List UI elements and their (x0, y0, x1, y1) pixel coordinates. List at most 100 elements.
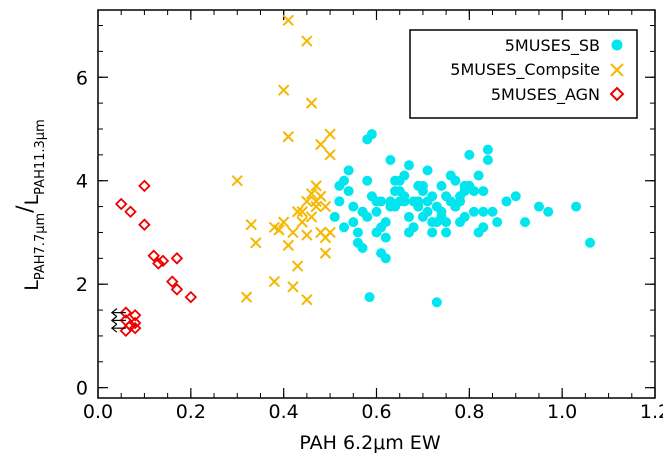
x-tick-label: 0.4 (269, 401, 299, 423)
data-point (482, 155, 493, 166)
legend-marker-composite (610, 63, 624, 77)
data-point (436, 180, 447, 191)
data-point (324, 128, 336, 140)
data-point (394, 196, 405, 207)
data-point (296, 216, 308, 228)
data-point (403, 160, 414, 171)
data-point (533, 201, 544, 212)
data-point (450, 175, 461, 186)
y-label-slash: / (13, 205, 38, 213)
data-point (357, 206, 368, 217)
data-point (319, 231, 332, 244)
data-point (459, 186, 470, 197)
data-point (348, 217, 359, 228)
data-point (296, 206, 308, 218)
data-point (441, 217, 452, 228)
data-point (124, 205, 137, 219)
data-point (413, 196, 424, 207)
data-point (282, 14, 295, 27)
data-point (156, 254, 170, 268)
legend-label-composite: 5MUSES_Compsite (450, 60, 600, 80)
y-tick-label: 2 (76, 274, 88, 296)
y-tick-label: 0 (76, 378, 88, 400)
data-point (380, 253, 391, 264)
data-point (352, 227, 363, 238)
data-point (478, 186, 489, 197)
data-point (371, 227, 382, 238)
data-point (445, 196, 456, 207)
data-point (403, 227, 414, 238)
data-point (291, 260, 304, 272)
data-point (473, 170, 484, 181)
data-point (339, 222, 350, 233)
data-point (492, 217, 503, 228)
data-point (487, 206, 498, 217)
data-point (343, 165, 354, 176)
y-axis-label: LPAH7.7μm/LPAH11.3μm (13, 119, 48, 290)
data-point (170, 283, 184, 296)
data-point (510, 191, 521, 202)
data-point (273, 224, 285, 236)
data-point (380, 217, 391, 228)
legend-label-agn: 5MUSES_AGN (491, 85, 600, 105)
data-point (431, 201, 442, 212)
y-label-den-sub: PAH11.3μm (33, 119, 48, 195)
limit-arrow (110, 308, 126, 318)
data-point (343, 186, 354, 197)
data-point (464, 149, 475, 160)
legend-label-sb: 5MUSES_SB (505, 36, 600, 56)
data-point (310, 200, 322, 213)
data-point (138, 218, 151, 231)
series-5muses-compsite (231, 14, 336, 306)
data-point (305, 211, 318, 223)
data-point (291, 206, 304, 218)
y-tick-label: 6 (76, 67, 88, 89)
data-point (165, 275, 179, 288)
y-label-main-num: L (21, 280, 43, 291)
series-5muses-sb (329, 129, 596, 308)
axis-ticks (97, 10, 656, 398)
data-point (334, 196, 345, 207)
data-point (315, 138, 327, 151)
legend-marker-sb (611, 39, 623, 51)
data-point (482, 144, 493, 155)
data-point (455, 217, 466, 228)
data-point (147, 249, 160, 263)
data-point (170, 252, 184, 265)
data-point (385, 155, 396, 166)
data-point (277, 216, 290, 228)
data-point (501, 196, 512, 207)
data-point (362, 175, 373, 186)
data-point (119, 306, 133, 319)
data-point (319, 200, 332, 213)
x-tick-label: 0.8 (454, 401, 484, 423)
data-point (301, 195, 313, 208)
data-point (478, 206, 489, 217)
data-point (431, 297, 442, 308)
data-point (427, 227, 438, 238)
data-point (301, 229, 313, 241)
y-label-num-sub: PAH7.7μm (33, 213, 48, 280)
data-point (417, 211, 428, 222)
svg-text:LPAH7.7μm/LPAH11.3μm: LPAH7.7μm/LPAH11.3μm (13, 119, 48, 290)
data-point (385, 196, 396, 207)
data-point (329, 211, 340, 222)
data-point (287, 226, 299, 239)
data-point (371, 196, 382, 207)
data-point (305, 97, 318, 109)
data-point (128, 321, 142, 335)
y-label-main-den: L (21, 194, 43, 205)
data-point (571, 201, 582, 212)
data-point (357, 242, 368, 253)
x-tick-label: 1.2 (640, 401, 663, 423)
data-point (114, 197, 128, 211)
data-point (364, 292, 375, 303)
data-point (380, 232, 391, 243)
data-point (348, 201, 359, 212)
limit-arrow (110, 315, 126, 325)
limit-arrow (110, 323, 126, 333)
data-point (128, 308, 142, 322)
data-point (282, 239, 295, 252)
data-point (422, 165, 433, 176)
